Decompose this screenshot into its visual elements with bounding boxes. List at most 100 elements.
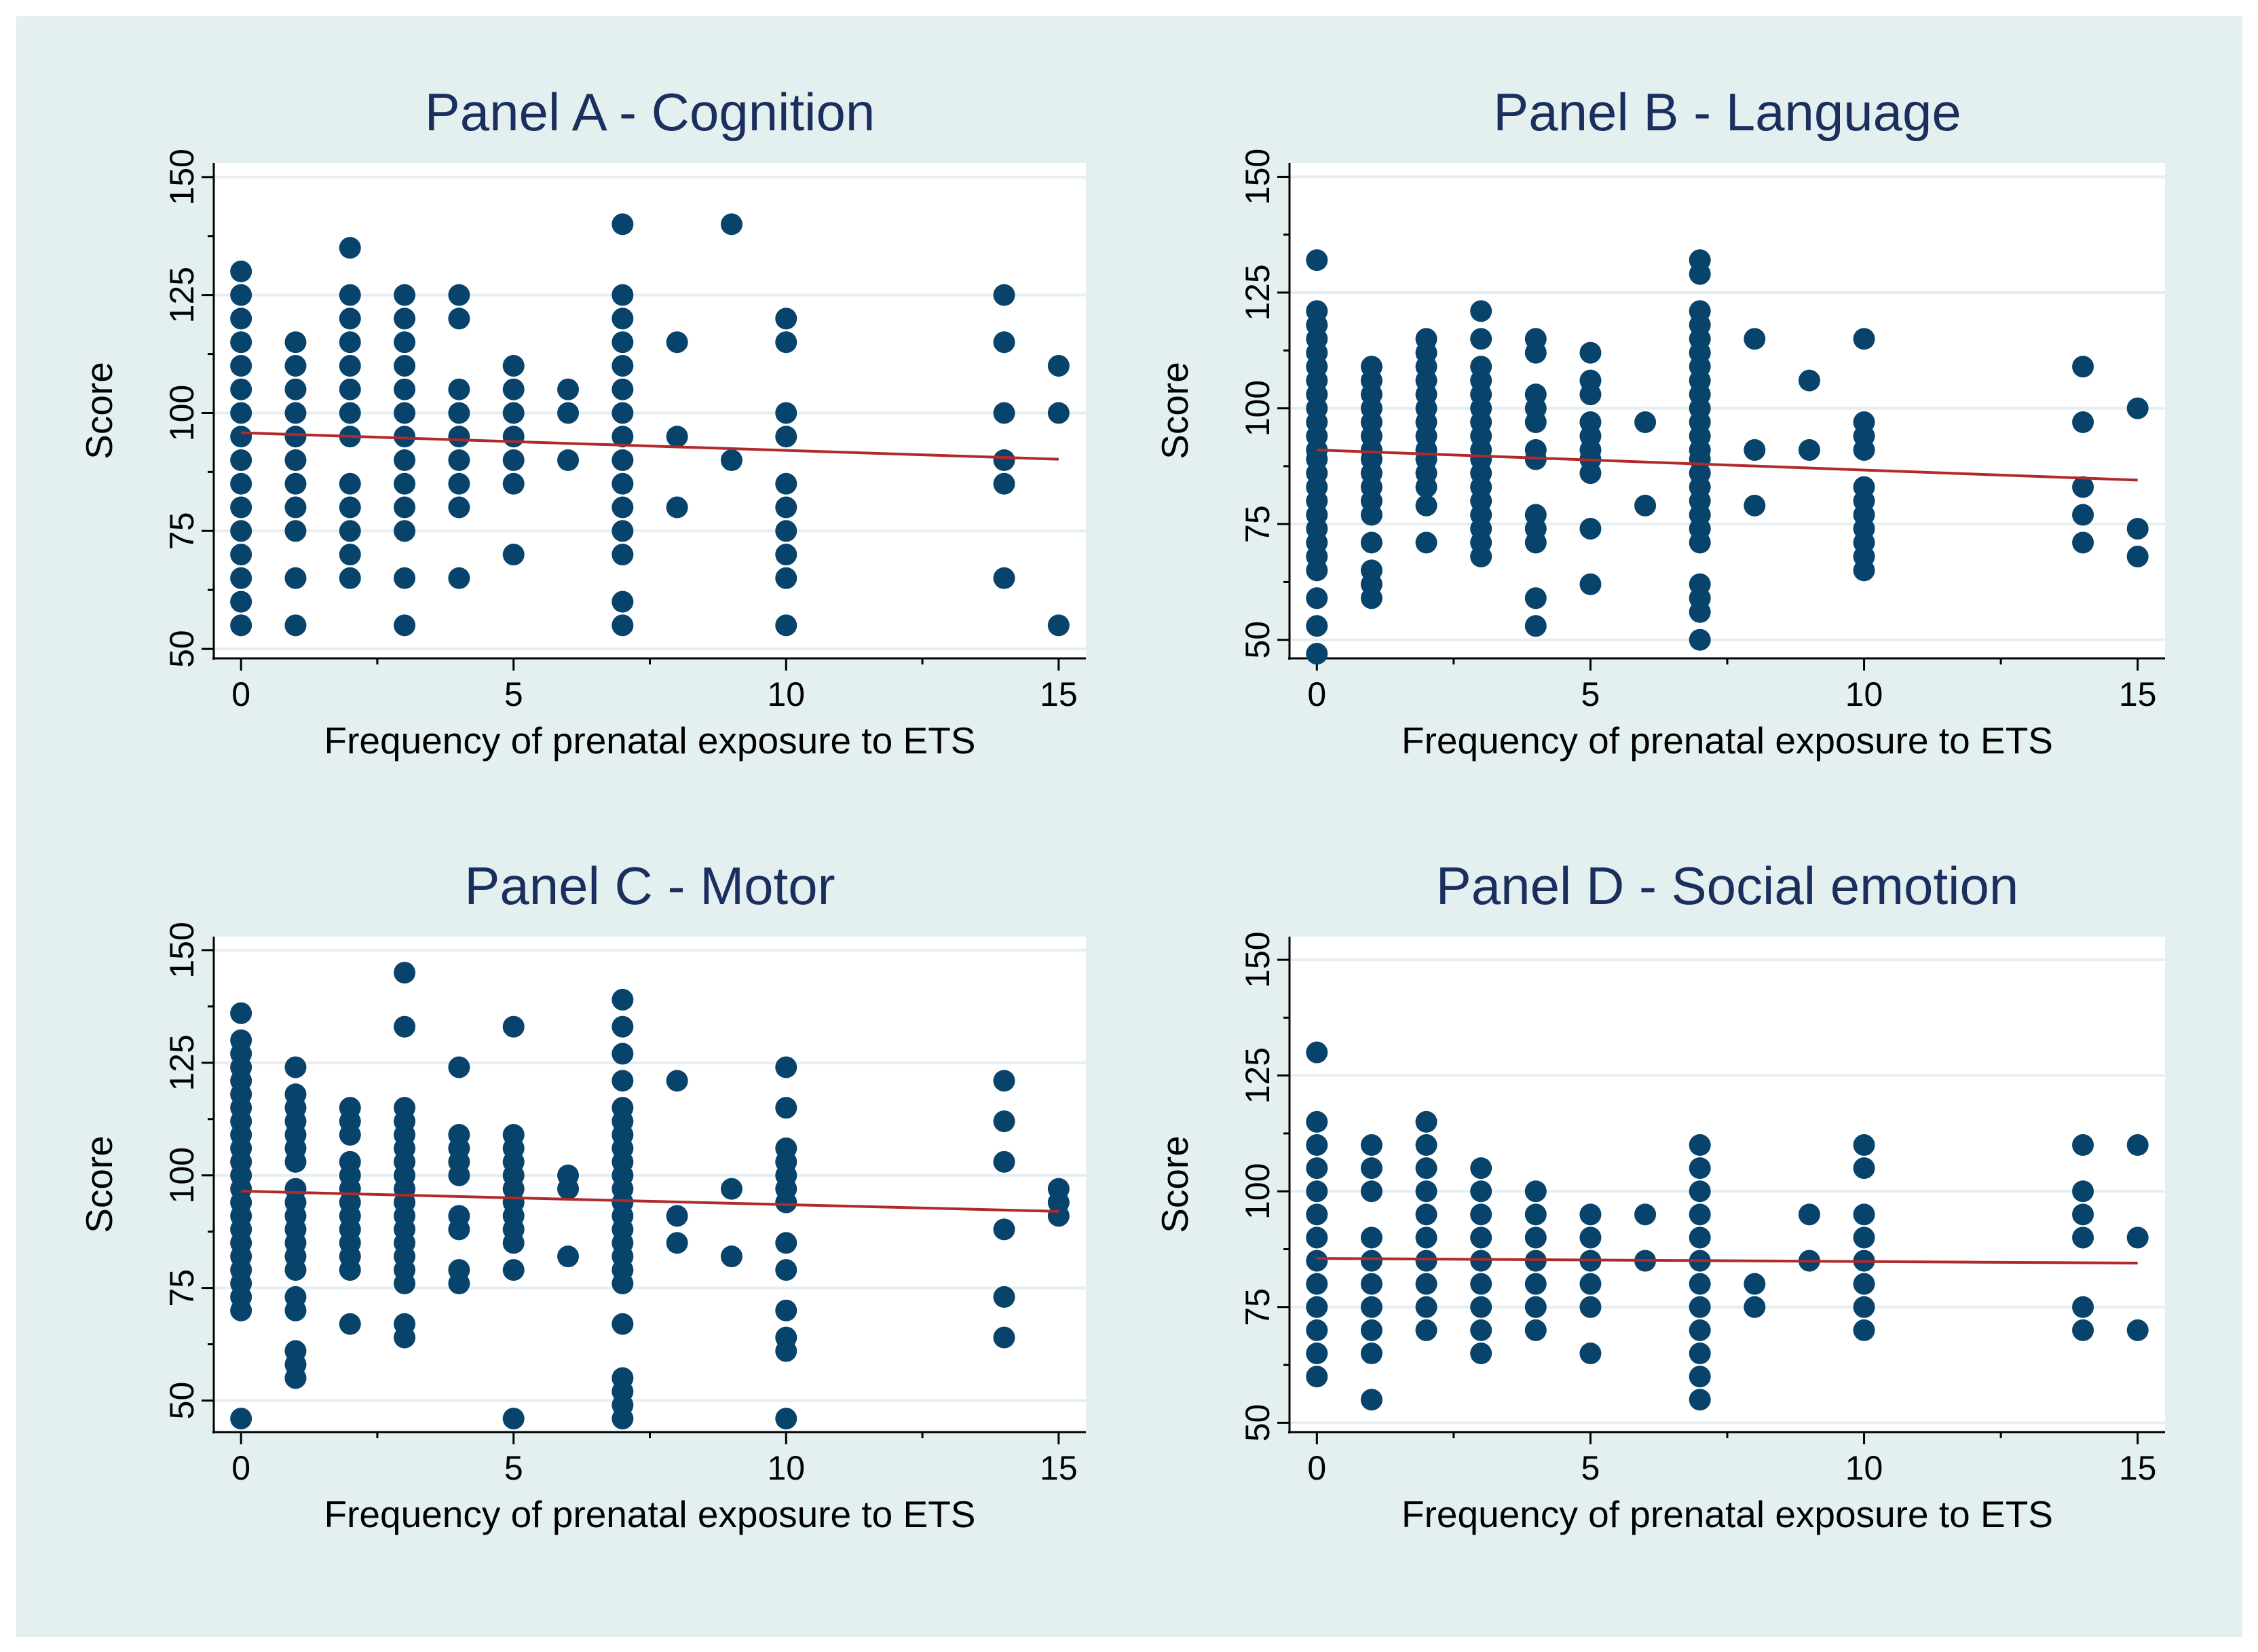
point-a-8-80	[666, 496, 688, 519]
point-d-0-100	[1306, 1180, 1328, 1203]
point-a-3-90	[394, 449, 416, 471]
point-a-4-90	[448, 449, 470, 471]
point-b-10-83	[1853, 476, 1875, 498]
point-b-1-71	[1360, 531, 1382, 554]
y-tick-label-a-100: 100	[163, 385, 201, 441]
point-b-5-112	[1579, 341, 1602, 364]
point-a-0-130	[230, 260, 252, 282]
point-a-0-100	[230, 402, 252, 424]
point-c-8-121	[666, 1070, 688, 1092]
point-c-2-103	[339, 1150, 361, 1173]
point-a-4-120	[448, 307, 470, 330]
point-d-10-70	[1853, 1319, 1875, 1341]
point-d-7-60	[1689, 1366, 1711, 1388]
point-a-2-105	[339, 378, 361, 400]
x-axis-label-b: Frequency of prenatal exposure to ETS	[1401, 719, 2053, 762]
point-d-1-55	[1360, 1389, 1382, 1411]
point-a-15-110	[1047, 354, 1070, 377]
point-a-7-140	[611, 213, 634, 236]
point-d-0-115	[1306, 1110, 1328, 1133]
point-d-14-95	[2072, 1203, 2094, 1226]
point-d-1-100	[1360, 1180, 1382, 1203]
panel-title-b: Panel B - Language	[1493, 82, 1961, 142]
point-a-1-80	[284, 496, 307, 519]
point-c-3-145	[394, 962, 416, 984]
point-d-6-95	[1634, 1203, 1657, 1226]
point-d-7-90	[1689, 1226, 1711, 1249]
point-d-9-95	[1798, 1203, 1820, 1226]
point-a-2-75	[339, 520, 361, 542]
point-d-3-80	[1470, 1273, 1492, 1295]
y-tick-label-b-50: 50	[1239, 621, 1277, 659]
x-tick-label-b-5: 5	[1581, 675, 1600, 713]
y-tick-label-a-75: 75	[163, 512, 201, 550]
point-c-1-73	[284, 1285, 307, 1308]
point-d-14-70	[2072, 1319, 2094, 1341]
point-c-9-97	[720, 1178, 742, 1200]
x-tick-label-a-10: 10	[767, 675, 805, 713]
point-a-14-85	[993, 472, 1015, 495]
point-d-3-70	[1470, 1319, 1492, 1341]
point-d-14-75	[2072, 1296, 2094, 1318]
point-a-3-120	[394, 307, 416, 330]
point-a-0-65	[230, 567, 252, 589]
point-a-10-120	[775, 307, 797, 330]
point-c-14-73	[993, 1285, 1015, 1308]
y-axis-label-c: Score	[78, 1135, 120, 1233]
point-a-3-95	[394, 426, 416, 448]
point-a-2-135	[339, 237, 361, 259]
point-b-5-62	[1579, 573, 1602, 595]
point-a-2-100	[339, 402, 361, 424]
point-d-0-80	[1306, 1273, 1328, 1295]
point-b-4-103	[1524, 383, 1547, 406]
point-d-3-75	[1470, 1296, 1492, 1318]
point-a-7-115	[611, 331, 634, 354]
point-d-4-90	[1524, 1226, 1547, 1249]
point-d-14-100	[2072, 1180, 2094, 1203]
point-a-0-90	[230, 449, 252, 471]
point-b-3-121	[1470, 300, 1492, 322]
point-a-10-75	[775, 520, 797, 542]
point-a-7-55	[611, 614, 634, 637]
point-d-3-105	[1470, 1157, 1492, 1180]
point-c-7-127	[611, 1043, 634, 1065]
point-d-15-90	[2126, 1226, 2149, 1249]
point-a-3-110	[394, 354, 416, 377]
point-a-15-100	[1047, 402, 1070, 424]
point-d-1-90	[1360, 1226, 1382, 1249]
point-b-4-53	[1524, 615, 1547, 637]
point-a-7-90	[611, 449, 634, 471]
point-b-8-91	[1744, 438, 1766, 461]
point-b-0-132	[1306, 249, 1328, 271]
point-a-7-100	[611, 402, 634, 424]
point-a-2-115	[339, 331, 361, 354]
point-a-8-95	[666, 426, 688, 448]
point-a-6-100	[557, 402, 580, 424]
panel-a: 50 75 100 125 150 0 5 10 15 Panel A - Cognition Fr…	[78, 82, 1086, 762]
point-b-2-71	[1415, 531, 1437, 554]
y-tick-label-b-75: 75	[1239, 505, 1277, 543]
point-a-10-115	[775, 331, 797, 354]
point-a-7-60	[611, 590, 634, 613]
point-d-3-90	[1470, 1226, 1492, 1249]
point-d-2-110	[1415, 1134, 1437, 1157]
point-a-14-65	[993, 567, 1015, 589]
point-d-2-105	[1415, 1157, 1437, 1180]
point-a-0-80	[230, 496, 252, 519]
point-d-5-90	[1579, 1226, 1602, 1249]
point-c-7-115	[611, 1097, 634, 1119]
x-tick-label-a-0: 0	[231, 675, 250, 713]
point-b-10-97	[1853, 411, 1875, 434]
point-a-15-55	[1047, 614, 1070, 637]
x-axis-label-c: Frequency of prenatal exposure to ETS	[324, 1493, 976, 1535]
point-d-4-70	[1524, 1319, 1547, 1341]
x-tick-label-d-5: 5	[1581, 1449, 1600, 1487]
point-a-14-125	[993, 284, 1015, 306]
point-a-6-90	[557, 449, 580, 471]
point-b-3-109	[1470, 356, 1492, 378]
point-a-0-125	[230, 284, 252, 306]
point-a-3-75	[394, 520, 416, 542]
point-d-3-65	[1470, 1343, 1492, 1365]
point-c-4-109	[448, 1124, 470, 1146]
point-a-0-55	[230, 614, 252, 637]
